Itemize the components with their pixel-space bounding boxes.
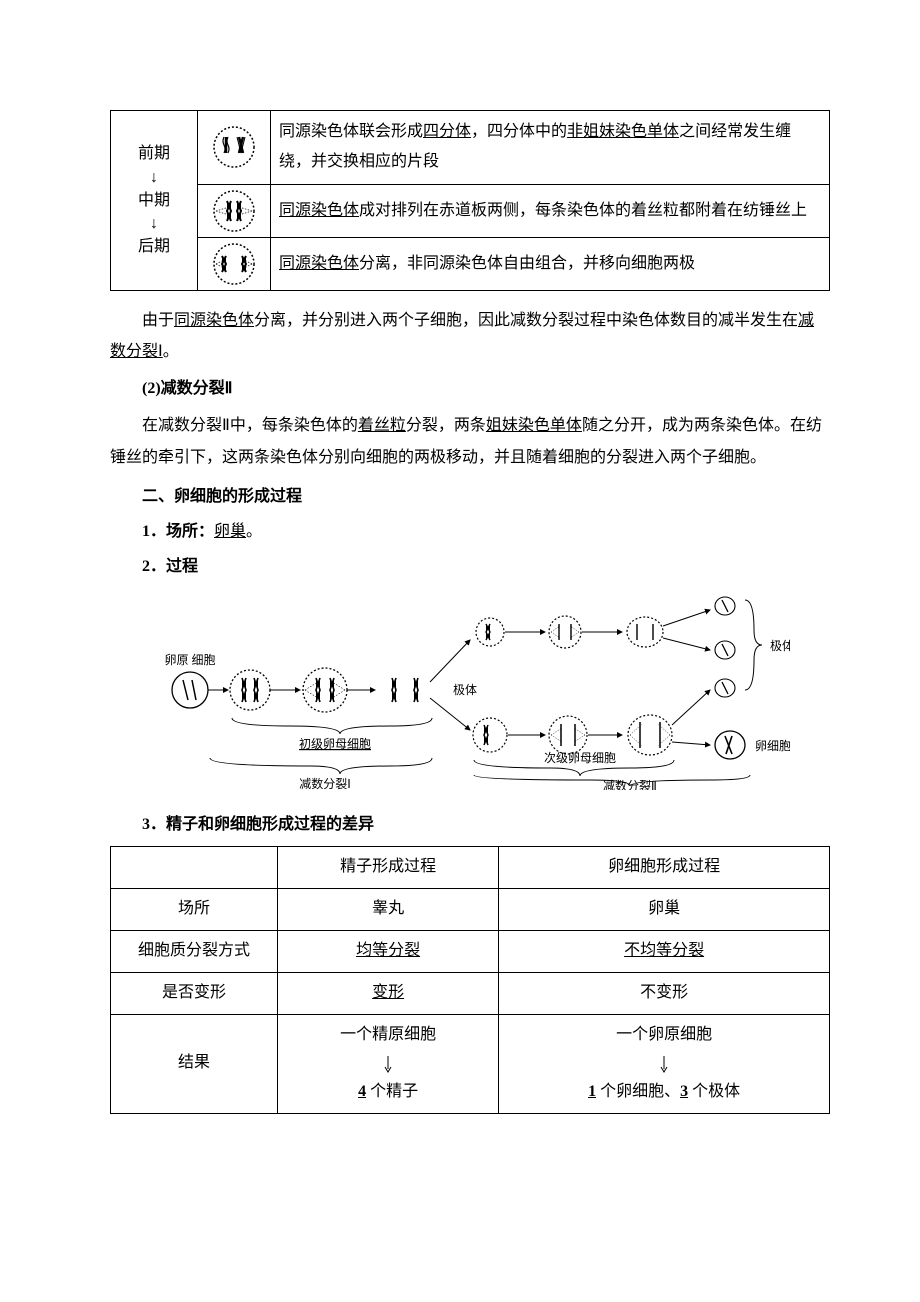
table-row: 结果 一个精原细胞 4 个精子 一个卵原细胞 1 个卵细胞、3 个极体: [111, 1014, 830, 1113]
paragraph-meiosis1-summary: 由于同源染色体分离，并分别进入两个子细胞，因此减数分裂过程中染色体数目的减半发生…: [110, 305, 830, 367]
page: 前期 ↓ 中期 ↓ 后期: [0, 0, 920, 1302]
phase-prophase: 前期: [138, 142, 170, 165]
text-underlined: 同源染色体: [174, 312, 254, 329]
metaphase-diagram-cell: [198, 184, 271, 237]
down-arrow-icon: [286, 1049, 490, 1078]
diff-cell: 变形: [278, 972, 499, 1014]
anaphase-desc-cell: 同源染色体分离，非同源染色体自由组合，并移向细胞两极: [271, 237, 830, 290]
text-underlined: 4: [358, 1083, 366, 1100]
table-row: 是否变形 变形 不变形: [111, 972, 830, 1014]
text: 成对排列在赤道板两侧，每条染色体的着丝粒都附着在纺锤丝上: [359, 202, 807, 219]
phase-anaphase: 后期: [138, 235, 170, 258]
text: 同源染色体联会形成: [279, 123, 423, 140]
text: 一个精原细胞: [286, 1021, 490, 1050]
table-row: 精子形成过程 卵细胞形成过程: [111, 847, 830, 889]
label-primary-brace: 初级卵母细胞: [299, 737, 371, 751]
text: 个卵细胞、: [596, 1083, 680, 1100]
text-underlined: 均等分裂: [356, 942, 420, 959]
text-underlined: 姐妹染色单体: [486, 417, 582, 434]
text: ，四分体中的: [471, 123, 567, 140]
table-row: 同源染色体分离，非同源染色体自由组合，并移向细胞两极: [111, 237, 830, 290]
label-polar-right: 极体: [770, 639, 790, 653]
phase-metaphase: 中期: [138, 189, 170, 212]
diff-label: 场所: [111, 889, 278, 931]
text-underlined: 四分体: [423, 123, 471, 140]
text: 个极体: [688, 1083, 740, 1100]
text: 分离，并分别进入两个子细胞，因此减数分裂过程中染色体数目的减半发生在: [254, 312, 798, 329]
paragraph-meiosis2: 在减数分裂Ⅱ中，每条染色体的着丝粒分裂，两条姐妹染色单体随之分开，成为两条染色体…: [110, 410, 830, 472]
diff-label: 是否变形: [111, 972, 278, 1014]
subheading-meiosis2: (2)减数分裂Ⅱ: [110, 373, 830, 404]
text-underlined: 卵巢: [214, 523, 246, 540]
phase-table: 前期 ↓ 中期 ↓ 后期: [110, 110, 830, 291]
table-row: 同源染色体成对排列在赤道板两侧，每条染色体的着丝粒都附着在纺锤丝上: [111, 184, 830, 237]
text: 个精子: [366, 1083, 418, 1100]
item-location: 1．场所：卵巢。: [110, 516, 830, 547]
metaphase-desc-cell: 同源染色体成对排列在赤道板两侧，每条染色体的着丝粒都附着在纺锤丝上: [271, 184, 830, 237]
down-arrow-icon: [507, 1049, 821, 1078]
text-underlined: 3: [680, 1083, 688, 1100]
text: 在减数分裂Ⅱ中，每条染色体的: [142, 417, 358, 434]
heading-oogenesis: 二、卵细胞的形成过程: [110, 481, 830, 512]
label-polar-mid: 极体: [453, 683, 477, 697]
diff-cell: 不变形: [499, 972, 830, 1014]
table-row: 细胞质分裂方式 均等分裂 不均等分裂: [111, 931, 830, 973]
diff-cell: 均等分裂: [278, 931, 499, 973]
text-underlined: 变形: [372, 984, 404, 1001]
text: 分裂，两条: [406, 417, 486, 434]
diff-cell: 一个卵原细胞 1 个卵细胞、3 个极体: [499, 1014, 830, 1113]
diff-cell: 睾丸: [278, 889, 499, 931]
item-process: 2．过程: [110, 551, 830, 582]
label-secondary: 次级卵母细胞: [544, 751, 616, 765]
label-meiosis1: 减数分裂Ⅰ: [299, 776, 351, 790]
text: 分离，非同源染色体自由组合，并移向细胞两极: [359, 255, 695, 272]
heading-differences: 3．精子和卵细胞形成过程的差异: [110, 809, 830, 840]
text: 1 个卵细胞、3 个极体: [507, 1078, 821, 1107]
text: 4 个精子: [286, 1078, 490, 1107]
text: 1．场所：: [142, 523, 214, 540]
diff-cell: 一个精原细胞 4 个精子: [278, 1014, 499, 1113]
text-underlined: 不均等分裂: [624, 942, 704, 959]
text-underlined: 同源染色体: [279, 202, 359, 219]
down-arrow-icon: ↓: [150, 166, 158, 189]
phase-sequence: 前期 ↓ 中期 ↓ 后期: [119, 142, 189, 258]
diff-header-blank: [111, 847, 278, 889]
table-row: 场所 睾丸 卵巢: [111, 889, 830, 931]
phase-labels-cell: 前期 ↓ 中期 ↓ 后期: [111, 111, 198, 291]
label-meiosis2: 减数分裂Ⅱ: [603, 778, 657, 790]
text: 一个卵原细胞: [507, 1021, 821, 1050]
label-oogonium: 卵原 细胞: [164, 653, 215, 667]
down-arrow-icon: ↓: [150, 212, 158, 235]
label-egg: 卵细胞: [755, 739, 790, 753]
diff-table: 精子形成过程 卵细胞形成过程 场所 睾丸 卵巢 细胞质分裂方式 均等分裂 不均等…: [110, 846, 830, 1114]
diff-label: 结果: [111, 1014, 278, 1113]
cell-metaphase-icon: [209, 189, 259, 233]
diff-cell: 卵巢: [499, 889, 830, 931]
cell-prophase-icon: [209, 125, 259, 169]
text-underlined: 1: [588, 1083, 596, 1100]
diff-cell: 不均等分裂: [499, 931, 830, 973]
cell-anaphase-icon: [209, 242, 259, 286]
table-row: 前期 ↓ 中期 ↓ 后期: [111, 111, 830, 185]
diff-label: 细胞质分裂方式: [111, 931, 278, 973]
prophase-diagram-cell: [198, 111, 271, 185]
text-underlined: 同源染色体: [279, 255, 359, 272]
diff-header-egg: 卵细胞形成过程: [499, 847, 830, 889]
anaphase-diagram-cell: [198, 237, 271, 290]
text-underlined: 着丝粒: [358, 417, 406, 434]
text: 。: [163, 343, 179, 360]
oogenesis-svg: 卵原 细胞: [150, 590, 790, 790]
diff-header-sperm: 精子形成过程: [278, 847, 499, 889]
prophase-desc-cell: 同源染色体联会形成四分体，四分体中的非姐妹染色单体之间经常发生缠绕，并交换相应的…: [271, 111, 830, 185]
text: 。: [246, 523, 262, 540]
oogenesis-diagram: 卵原 细胞: [110, 590, 830, 795]
text-underlined: 非姐妹染色单体: [567, 123, 679, 140]
text: 由于: [142, 312, 174, 329]
